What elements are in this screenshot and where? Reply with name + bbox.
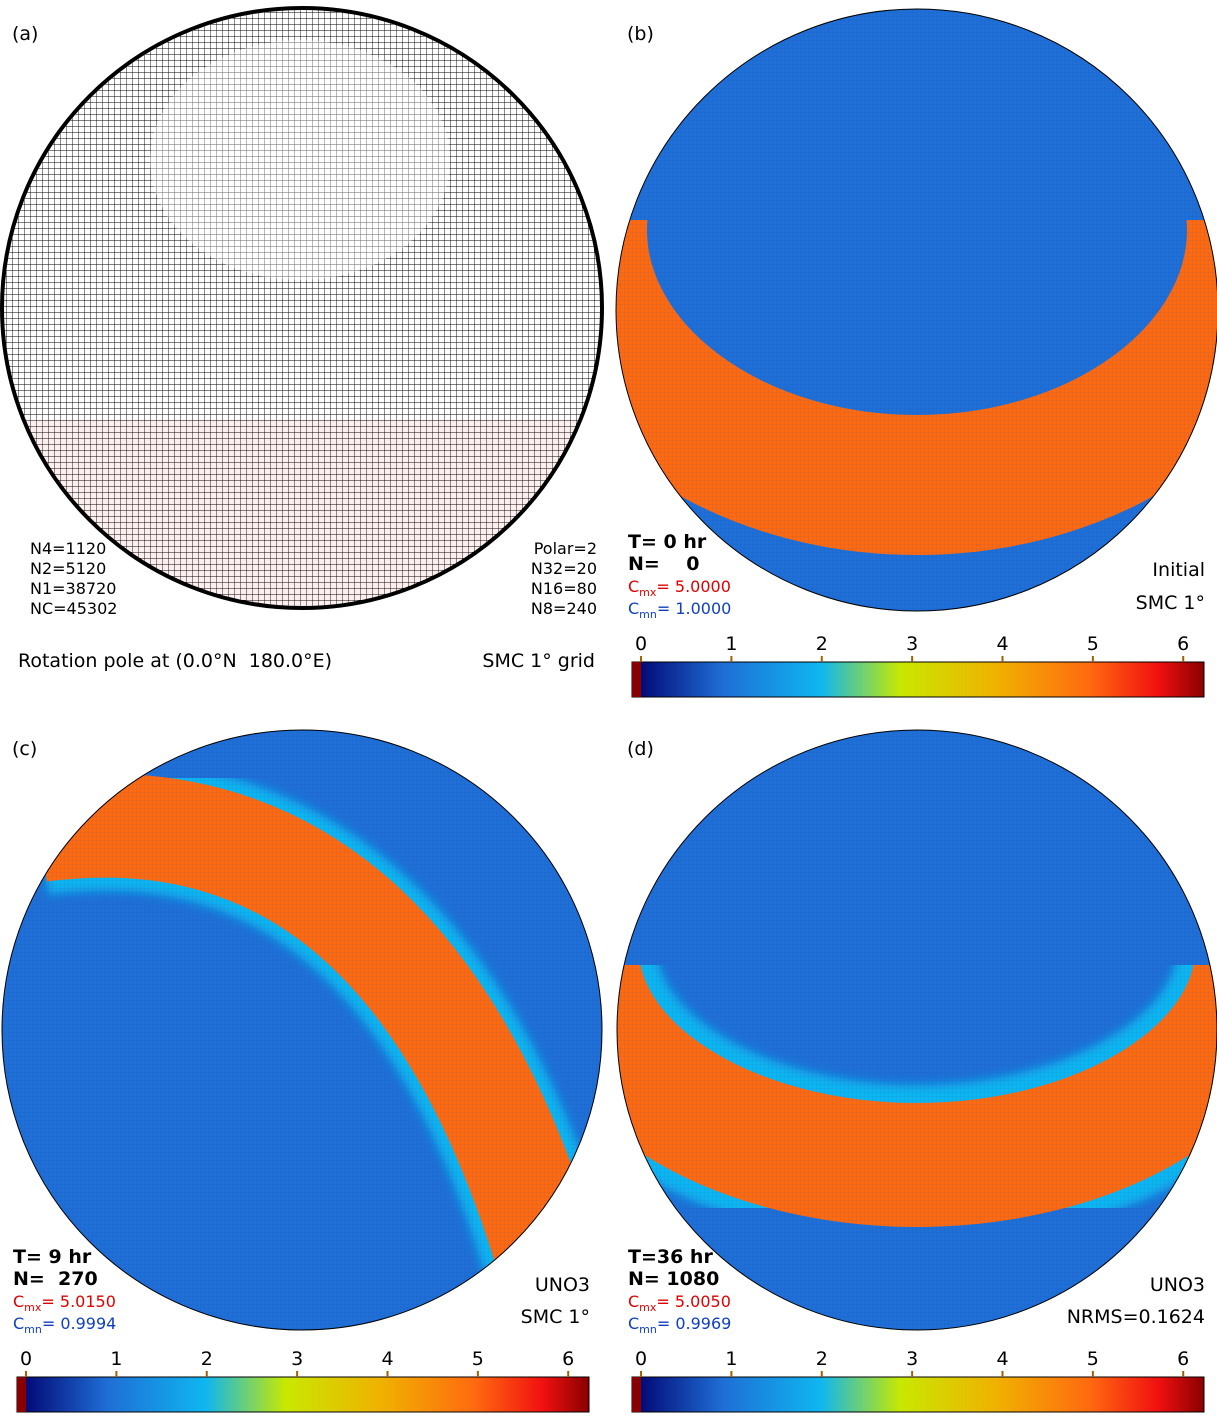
panel-label: (c) <box>12 738 37 760</box>
value: = 5.0000 <box>656 577 730 596</box>
stat-c-min: Cmn= 0.9994 <box>13 1314 116 1336</box>
colorbar-tick-label: 5 <box>1087 1348 1099 1370</box>
symbol: C <box>628 1314 639 1333</box>
colorbar-tick-label: 1 <box>725 1348 737 1370</box>
colorbar-tick-label: 0 <box>635 1348 647 1370</box>
stat-c-max: Cmx= 5.0000 <box>628 577 731 599</box>
colorbar <box>17 1377 589 1412</box>
stat: N4=1120 <box>30 539 106 558</box>
colorbar-tick-label: 4 <box>996 633 1008 655</box>
sphere-b <box>577 0 1217 620</box>
stat: N1=38720 <box>30 579 116 598</box>
colorbar-tick-label: 1 <box>725 633 737 655</box>
value: = 1.0000 <box>657 599 731 618</box>
colorbar-tick-label: 0 <box>635 633 647 655</box>
subscript: mn <box>639 1323 657 1336</box>
symbol: C <box>628 577 639 596</box>
colorbar <box>632 662 1204 697</box>
colorbar-tick-label: 6 <box>562 1348 574 1370</box>
stat-c-max: Cmx= 5.0050 <box>628 1292 731 1314</box>
symbol: C <box>13 1292 24 1311</box>
sphere-c <box>0 720 610 1340</box>
stat-c-min: Cmn= 0.9969 <box>628 1314 731 1336</box>
value: = 5.0050 <box>656 1292 730 1311</box>
colorbar-tick-label: 2 <box>816 1348 828 1370</box>
colorbar-tick-label: 1 <box>110 1348 122 1370</box>
colorbar-tick-label: 0 <box>20 1348 32 1370</box>
note: SMC 1° <box>521 1306 590 1328</box>
figure: (a) N4=1120N2=5120N1=38720NC=45302 Polar=2… <box>0 0 1217 1416</box>
subscript: mx <box>24 1301 42 1314</box>
colorbar <box>632 1377 1204 1412</box>
time: T= 0 hr <box>628 531 707 553</box>
symbol: C <box>628 599 639 618</box>
subscript: mx <box>639 1301 657 1314</box>
panel-label: (a) <box>12 23 38 45</box>
note: SMC 1° <box>1136 592 1205 614</box>
value: = 0.9994 <box>42 1314 116 1333</box>
colorbar-tick-label: 5 <box>472 1348 484 1370</box>
time: T= 9 hr <box>13 1246 92 1268</box>
colorbar-tick-label: 3 <box>906 633 918 655</box>
stat-c-max: Cmx= 5.0150 <box>13 1292 116 1314</box>
colorbar-under <box>632 1377 641 1412</box>
note: UNO3 <box>535 1274 590 1296</box>
subscript: mx <box>639 586 657 599</box>
symbol: C <box>628 1292 639 1311</box>
value: = 0.9969 <box>657 1314 731 1333</box>
panel-label: (d) <box>627 738 654 760</box>
note: Initial <box>1152 559 1205 581</box>
subscript: mn <box>639 608 657 621</box>
stat: NC=45302 <box>30 599 117 618</box>
value: = 5.0150 <box>41 1292 115 1311</box>
caption: Rotation pole at (0.0°N 180.0°E) <box>18 650 332 672</box>
colorbar-tick-label: 5 <box>1087 633 1099 655</box>
symbol: C <box>13 1314 24 1333</box>
stat: Polar=2 <box>534 539 597 558</box>
stat: N32=20 <box>531 559 597 578</box>
colorbar-under <box>17 1377 26 1412</box>
colorbar-tick-label: 2 <box>816 633 828 655</box>
steps: N= 1080 <box>628 1268 719 1290</box>
note: NRMS=0.1624 <box>1067 1306 1205 1328</box>
colorbar-tick-label: 4 <box>381 1348 393 1370</box>
caption: SMC 1° grid <box>482 650 595 672</box>
colorbar-tick-label: 3 <box>291 1348 303 1370</box>
colorbar-tick-label: 6 <box>1177 1348 1189 1370</box>
subscript: mn <box>24 1323 42 1336</box>
steps: N= 270 <box>13 1268 98 1290</box>
colorbar-tick-label: 3 <box>906 1348 918 1370</box>
colorbar-tick-label: 4 <box>996 1348 1008 1370</box>
stat: N2=5120 <box>30 559 106 578</box>
stat: N16=80 <box>531 579 597 598</box>
colorbar-under <box>632 662 641 697</box>
time: T=36 hr <box>628 1246 713 1268</box>
stat-c-min: Cmn= 1.0000 <box>628 599 731 621</box>
stat: N8=240 <box>531 599 597 618</box>
steps: N= 0 <box>628 553 700 575</box>
note: UNO3 <box>1150 1274 1205 1296</box>
colorbar-tick-label: 2 <box>201 1348 213 1370</box>
colorbar-tick-label: 6 <box>1177 633 1189 655</box>
panel-label: (b) <box>627 23 654 45</box>
